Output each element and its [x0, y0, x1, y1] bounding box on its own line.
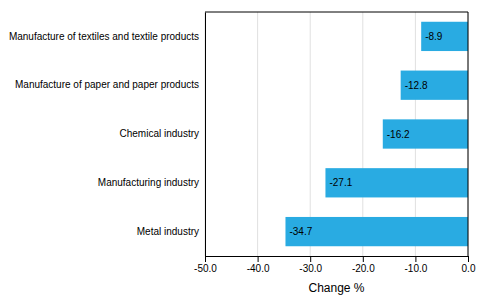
x-tick: -40.0	[247, 256, 270, 274]
x-tick-mark	[363, 256, 364, 262]
bars	[285, 22, 468, 246]
y-tick-label: Manufacture of paper and paper products	[15, 79, 199, 90]
axis-domain	[206, 257, 469, 263]
grid-line	[205, 12, 206, 256]
x-tick-mark	[310, 256, 311, 262]
chart-svg: -50.0 -40.0 -30.0 -20.0 -10.0 0.0 Metal indust…	[0, 0, 484, 300]
grid-line	[257, 12, 258, 256]
data-label: -27.1	[329, 177, 352, 188]
y-tick-label: Manufacturing industry	[98, 177, 199, 188]
y-axis: Metal industry Manufacturing industry Chem…	[9, 13, 206, 257]
y-tick-label: Chemical industry	[120, 128, 199, 139]
x-tick: -20.0	[352, 256, 375, 274]
x-tick: -50.0	[194, 256, 217, 274]
x-tick: 0.0	[462, 256, 476, 274]
y-tick: Chemical industry	[120, 128, 205, 139]
x-tick: -30.0	[299, 256, 322, 274]
data-labels: -34.7 -27.1 -16.2 -12.8 -8.9	[289, 31, 442, 237]
y-tick-label: Manufacture of textiles and textile prod…	[9, 31, 199, 42]
x-tick-label: -40.0	[247, 263, 270, 274]
bar	[383, 119, 468, 148]
x-tick-label: -10.0	[405, 263, 428, 274]
bar	[421, 22, 468, 51]
y-tick: Manufacture of paper and paper products	[15, 79, 205, 90]
y-tick: Metal industry	[137, 226, 205, 237]
x-tick-label: 0.0	[462, 263, 476, 274]
bar	[325, 168, 468, 197]
y-tick: Manufacturing industry	[98, 177, 205, 188]
data-label: -12.8	[405, 80, 428, 91]
y-tick: Manufacture of textiles and textile prod…	[9, 31, 205, 42]
data-label: -34.7	[289, 226, 312, 237]
y-tick-label: Metal industry	[137, 226, 199, 237]
grid-line	[468, 12, 469, 256]
x-tick-label: -20.0	[352, 263, 375, 274]
bar	[401, 71, 468, 100]
plot: -50.0 -40.0 -30.0 -20.0 -10.0 0.0 Metal indust…	[9, 12, 476, 274]
x-tick-mark	[205, 256, 206, 262]
axis-domain	[205, 13, 206, 257]
x-tick-mark	[468, 256, 469, 262]
x-tick: -10.0	[405, 256, 428, 274]
bar	[285, 217, 468, 246]
x-axis-title: Change %	[308, 281, 364, 295]
x-axis: -50.0 -40.0 -30.0 -20.0 -10.0 0.0	[194, 256, 476, 274]
grid	[205, 12, 468, 256]
x-tick-label: -50.0	[194, 263, 217, 274]
data-label: -8.9	[425, 31, 443, 42]
data-label: -16.2	[387, 129, 410, 140]
x-tick-mark	[415, 256, 416, 262]
x-tick-mark	[258, 256, 259, 262]
frame-line	[468, 12, 469, 256]
x-tick-label: -30.0	[299, 263, 322, 274]
frame-line	[205, 12, 468, 13]
